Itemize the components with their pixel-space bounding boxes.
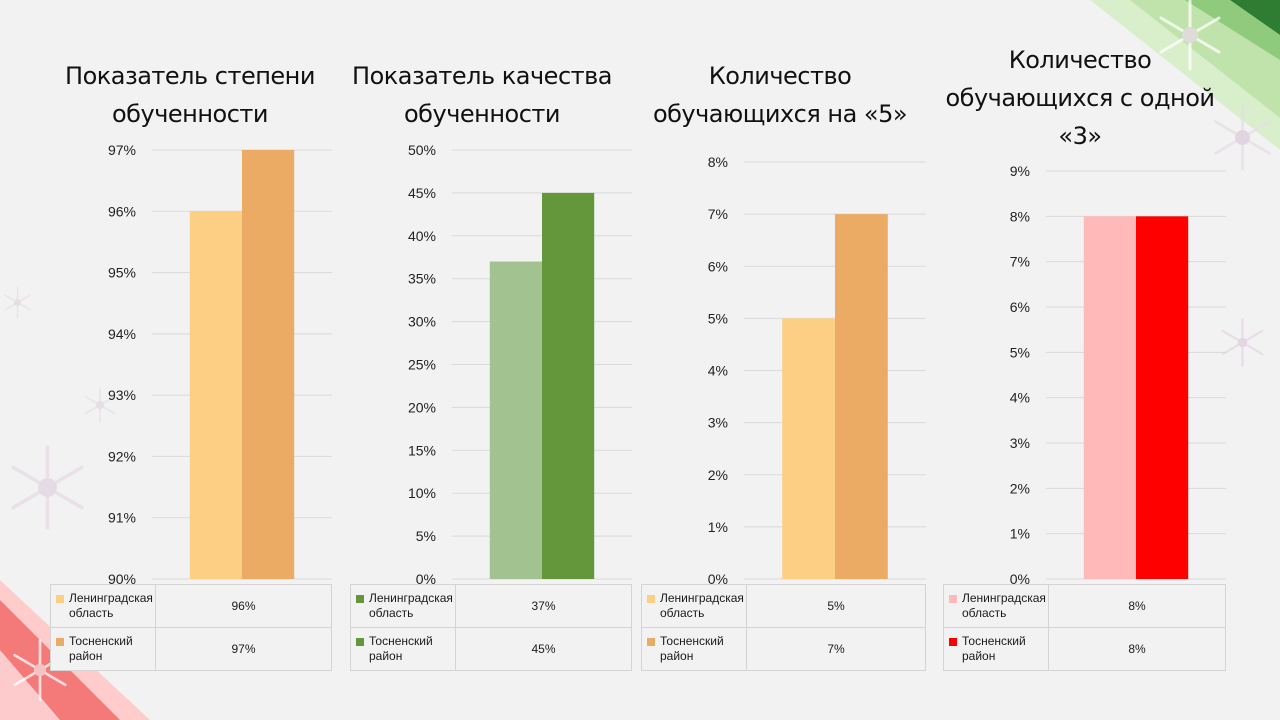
- table-row-district: Тосненский район 45%: [350, 627, 632, 671]
- y-tick-label: 8%: [708, 154, 728, 170]
- y-tick-label: 40%: [408, 228, 436, 244]
- y-tick-label: 3%: [708, 415, 728, 431]
- y-tick-label: 95%: [108, 265, 136, 281]
- y-tick-label: 20%: [408, 399, 436, 415]
- chart-title-2: Показатель качества обученности: [352, 62, 612, 128]
- table-row-region: Ленинградская область 8%: [943, 584, 1226, 628]
- y-tick-label: 6%: [708, 258, 728, 274]
- legend-label-district: Тосненский район: [69, 634, 133, 663]
- y-tick-label: 6%: [1010, 299, 1030, 315]
- legend-label-district: Тосненский район: [369, 634, 433, 663]
- y-tick-label: 94%: [108, 326, 136, 342]
- legend-key-region: [647, 595, 655, 603]
- value-cell-region: 8%: [1048, 584, 1226, 628]
- legend-key-district: [56, 638, 64, 646]
- y-tick-label: 35%: [408, 271, 436, 287]
- y-tick-label: 4%: [708, 363, 728, 379]
- bar-district: [542, 192, 595, 579]
- legend-key-region: [356, 595, 364, 603]
- legend-key-district: [647, 638, 655, 646]
- y-tick-label: 96%: [108, 203, 136, 219]
- chart-title-3: Количество обучающихся на «5»: [652, 62, 908, 128]
- data-table-2: Ленинградская область 37% Тосненский рай…: [350, 584, 632, 671]
- bar-district: [835, 214, 888, 579]
- y-tick-label: 0%: [708, 571, 728, 587]
- value-cell-region: 37%: [455, 584, 632, 628]
- legend-label-district: Тосненский район: [962, 634, 1026, 663]
- legend-label-region: Ленинградская область: [369, 591, 453, 620]
- y-tick-label: 97%: [108, 142, 136, 158]
- y-tick-label: 45%: [408, 185, 436, 201]
- bar-district: [1136, 216, 1189, 580]
- value-cell-region: 5%: [746, 584, 926, 628]
- bar-region: [489, 261, 542, 579]
- table-row-region: Ленинградская область 37%: [350, 584, 632, 628]
- value-cell-district: 8%: [1048, 627, 1226, 671]
- y-tick-label: 2%: [708, 467, 728, 483]
- y-tick-label: 50%: [408, 142, 436, 158]
- y-tick-label: 10%: [408, 485, 436, 501]
- data-table-4: Ленинградская область 8% Тосненский райо…: [943, 584, 1226, 671]
- legend-key-district: [356, 638, 364, 646]
- value-cell-district: 7%: [746, 627, 926, 671]
- chart-title-1: Показатель степени обученности: [65, 62, 315, 128]
- y-tick-label: 93%: [108, 387, 136, 403]
- y-tick-label: 3%: [1010, 435, 1030, 451]
- y-tick-label: 90%: [108, 571, 136, 587]
- y-tick-label: 8%: [1010, 208, 1030, 224]
- y-tick-label: 2%: [1010, 480, 1030, 496]
- chart-title-4: Количество обучающихся с одной «3»: [945, 46, 1215, 150]
- table-row-district: Тосненский район 97%: [50, 627, 332, 671]
- y-tick-label: 0%: [1010, 571, 1030, 587]
- y-tick-label: 1%: [708, 519, 728, 535]
- value-cell-district: 97%: [155, 627, 332, 671]
- y-tick-label: 30%: [408, 314, 436, 330]
- bar-region: [1083, 216, 1136, 580]
- y-tick-label: 5%: [416, 528, 436, 544]
- y-tick-label: 15%: [408, 442, 436, 458]
- legend-label-region: Ленинградская область: [962, 591, 1046, 620]
- value-cell-region: 96%: [155, 584, 332, 628]
- y-tick-label: 4%: [1010, 390, 1030, 406]
- legend-key-region: [56, 595, 64, 603]
- y-tick-label: 5%: [708, 310, 728, 326]
- y-tick-label: 9%: [1010, 163, 1030, 179]
- y-tick-label: 25%: [408, 357, 436, 373]
- legend-key-district: [949, 638, 957, 646]
- legend-label-region: Ленинградская область: [69, 591, 153, 620]
- legend-label-district: Тосненский район: [660, 634, 724, 663]
- y-tick-label: 7%: [708, 206, 728, 222]
- table-row-district: Тосненский район 7%: [641, 627, 926, 671]
- table-row-region: Ленинградская область 96%: [50, 584, 332, 628]
- y-tick-label: 92%: [108, 448, 136, 464]
- legend-key-region: [949, 595, 957, 603]
- bar-region: [782, 318, 835, 579]
- y-tick-label: 91%: [108, 510, 136, 526]
- data-table-3: Ленинградская область 5% Тосненский райо…: [641, 584, 926, 671]
- table-row-district: Тосненский район 8%: [943, 627, 1226, 671]
- table-row-region: Ленинградская область 5%: [641, 584, 926, 628]
- value-cell-district: 45%: [455, 627, 632, 671]
- bar-region: [189, 211, 242, 580]
- data-table-1: Ленинградская область 96% Тосненский рай…: [50, 584, 332, 671]
- y-tick-label: 7%: [1010, 254, 1030, 270]
- y-tick-label: 0%: [416, 571, 436, 587]
- y-tick-label: 5%: [1010, 344, 1030, 360]
- y-tick-label: 1%: [1010, 526, 1030, 542]
- legend-label-region: Ленинградская область: [660, 591, 744, 620]
- bar-district: [242, 150, 295, 579]
